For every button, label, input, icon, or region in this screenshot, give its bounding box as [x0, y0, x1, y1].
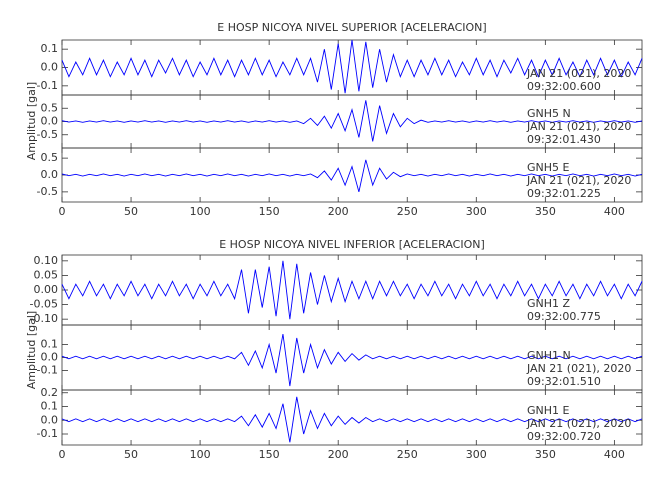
trace-annotation: GNH5 N	[527, 107, 571, 120]
chart-title: E HOSP NICOYA NIVEL SUPERIOR [ACELERACIO…	[217, 21, 486, 34]
trace-annotation: GNH1 E	[527, 404, 570, 417]
trace-annotation: GNH1 N	[527, 349, 571, 362]
trace-annotation: 09:32:00.775	[527, 310, 601, 323]
trace-annotation: JAN 21 (021), 2020	[526, 174, 631, 187]
y-tick-label: 0.1	[41, 42, 59, 55]
x-tick-label: 250	[397, 205, 418, 218]
y-tick-label: 0.0	[41, 168, 59, 181]
x-tick-label: 400	[604, 205, 625, 218]
y-tick-label: -0.05	[30, 298, 58, 311]
x-tick-label: 350	[535, 448, 556, 461]
trace-annotation: 09:32:00.720	[527, 430, 601, 443]
x-tick-label: 300	[466, 448, 487, 461]
x-tick-label: 0	[59, 205, 66, 218]
y-tick-label: -0.1	[37, 79, 58, 92]
trace-annotation: 09:32:00.600	[527, 80, 601, 93]
y-tick-label: 0.5	[41, 151, 59, 164]
y-tick-label: -0.1	[37, 427, 58, 440]
x-tick-label: 300	[466, 205, 487, 218]
trace-annotation: JAN 21 (021), 2020	[526, 417, 631, 430]
y-tick-label: 0.5	[41, 101, 59, 114]
y-tick-label: 0.05	[34, 268, 59, 281]
x-tick-label: 200	[328, 448, 349, 461]
panel-frame	[61, 389, 643, 446]
y-tick-label: 0.0	[41, 115, 59, 128]
y-tick-label: 0.0	[41, 351, 59, 364]
y-tick-label: -0.5	[37, 128, 58, 141]
trace-annotation: JAN 21 (021), 2020	[526, 67, 631, 80]
trace-annotation: 09:32:01.225	[527, 187, 601, 200]
x-tick-label: 400	[604, 448, 625, 461]
waveform	[61, 396, 643, 443]
y-tick-label: 0.1	[41, 400, 59, 413]
y-tick-label: -0.5	[37, 185, 58, 198]
x-tick-label: 50	[124, 205, 138, 218]
waveform	[61, 159, 643, 192]
x-tick-label: 100	[190, 448, 211, 461]
trace-annotation: JAN 21 (021), 2020	[526, 120, 631, 133]
y-tick-label: 0.10	[34, 254, 59, 267]
x-tick-label: 250	[397, 448, 418, 461]
x-tick-label: 150	[259, 448, 280, 461]
x-tick-label: 200	[328, 205, 349, 218]
y-tick-label: 0.2	[41, 386, 59, 399]
y-axis-label: Amplitud [gal]	[25, 311, 38, 389]
y-tick-label: -0.10	[30, 312, 58, 325]
y-tick-label: 0.00	[34, 283, 59, 296]
x-tick-label: 100	[190, 205, 211, 218]
trace-annotation: 09:32:01.430	[527, 133, 601, 146]
waveform	[61, 260, 643, 320]
y-tick-label: 0.1	[41, 338, 59, 351]
trace-annotation: GNH5 E	[527, 161, 570, 174]
x-tick-label: 150	[259, 205, 280, 218]
y-tick-label: -0.1	[37, 364, 58, 377]
trace-annotation: 09:32:01.510	[527, 375, 601, 388]
waveform	[61, 334, 643, 387]
trace-annotation: JAN 21 (021), 2020	[526, 362, 631, 375]
waveform	[61, 39, 643, 94]
waveform	[61, 100, 643, 142]
x-tick-label: 350	[535, 205, 556, 218]
y-tick-label: 0.0	[41, 61, 59, 74]
chart-title: E HOSP NICOYA NIVEL INFERIOR [ACELERACIO…	[219, 238, 485, 251]
x-tick-label: 50	[124, 448, 138, 461]
trace-annotation: GNH1 Z	[527, 297, 571, 310]
y-axis-label: Amplitud [gal]	[25, 82, 38, 160]
y-tick-label: 0.0	[41, 413, 59, 426]
x-tick-label: 0	[59, 448, 66, 461]
